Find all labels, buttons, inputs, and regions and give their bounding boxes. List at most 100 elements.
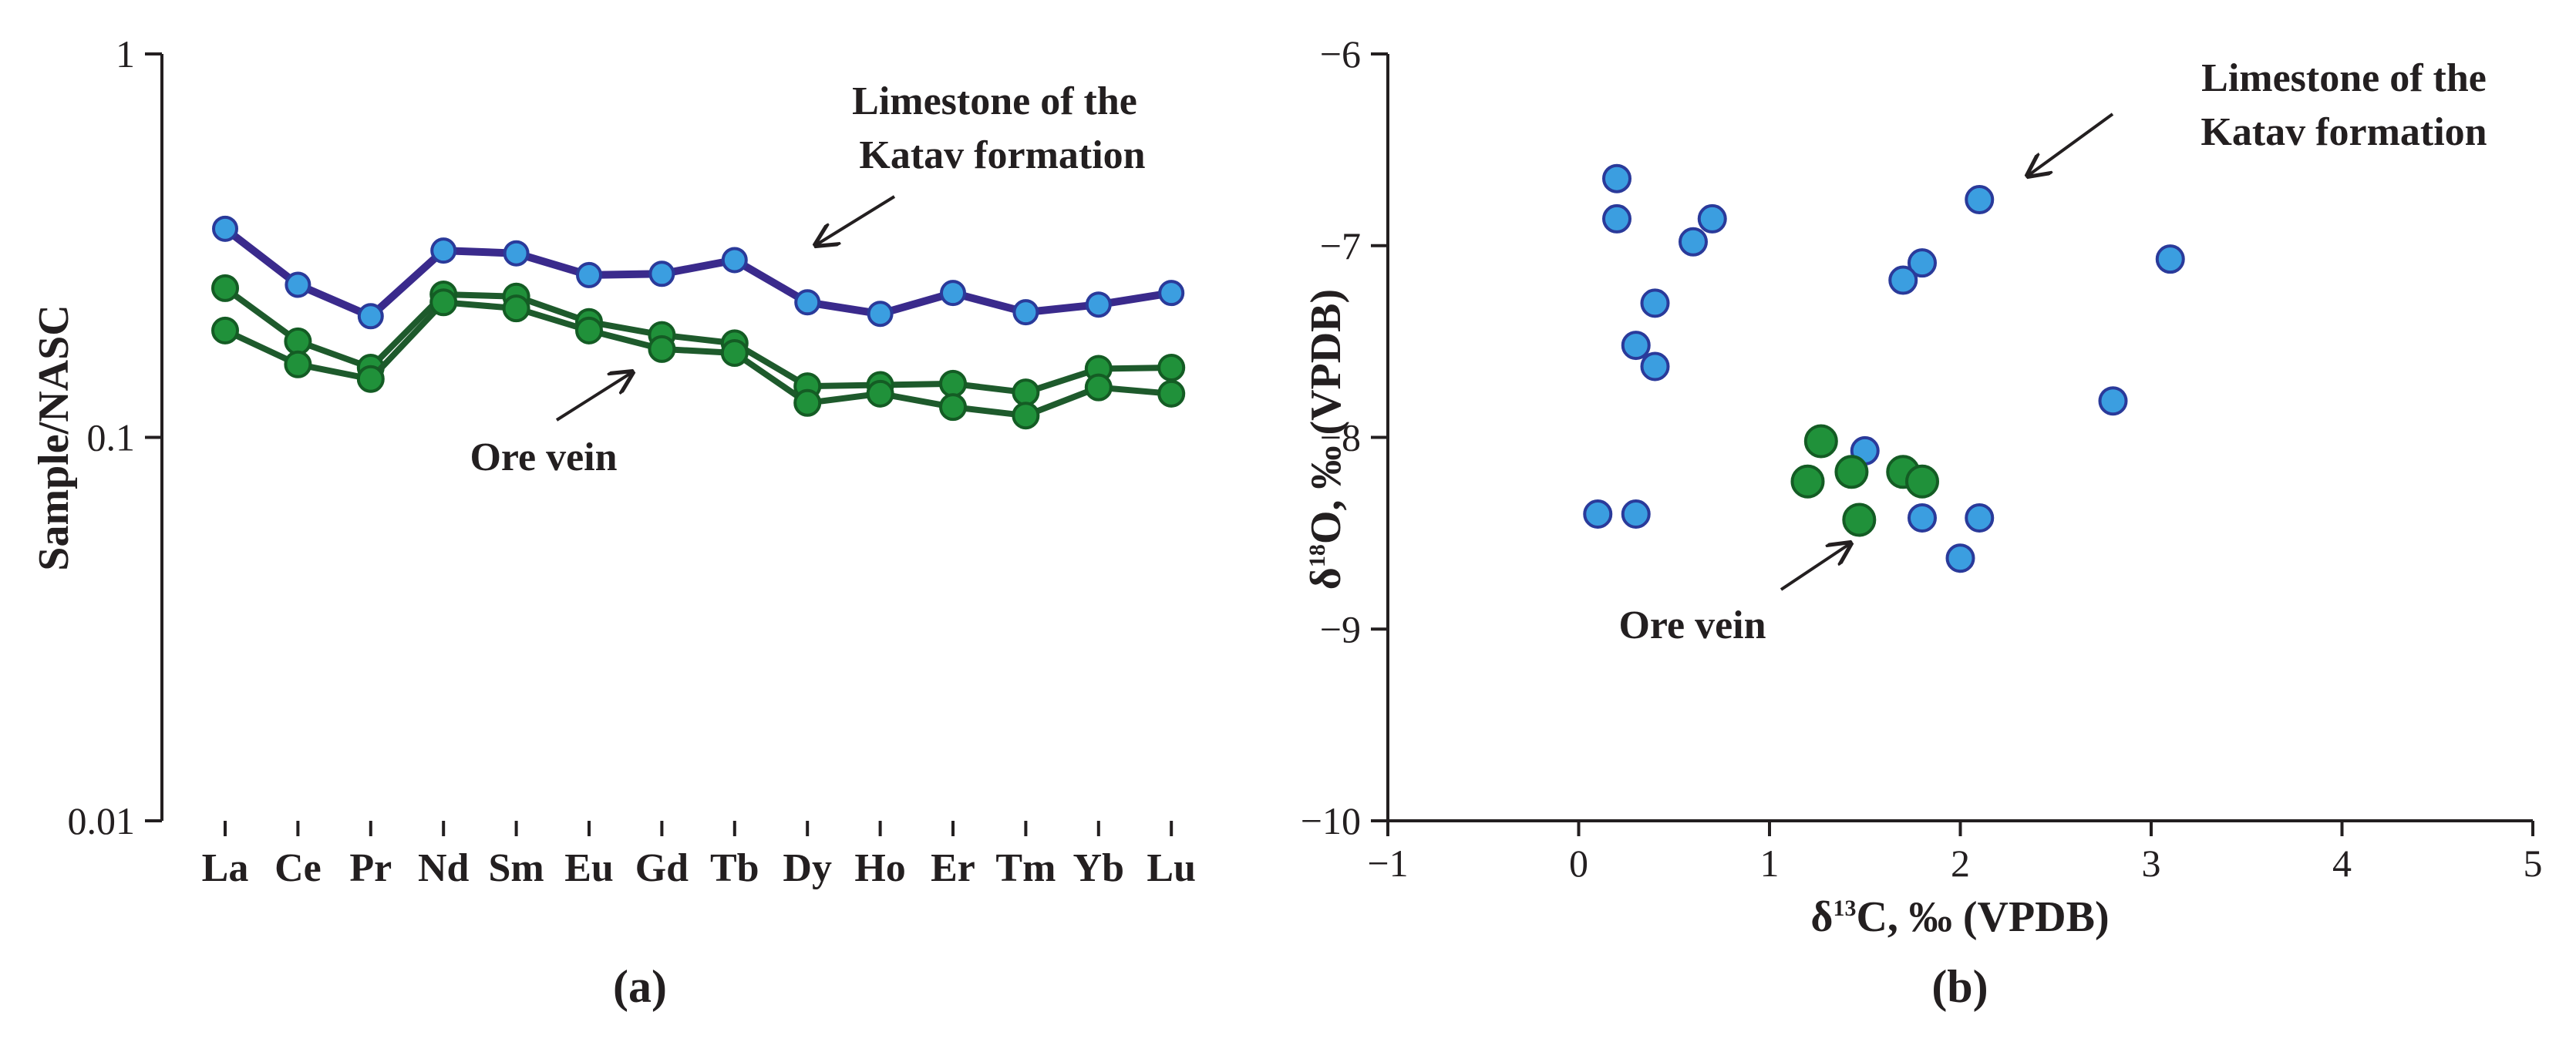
chart-a-xtick-label: Er	[931, 846, 975, 890]
chart-a-point-1-Er	[939, 369, 967, 398]
chart-a-point-2-La	[211, 316, 239, 345]
chart-b-xtick-label: 5	[2524, 842, 2543, 885]
chart-a-point-0-Dy	[794, 289, 821, 316]
chart-a-point-0-Yb	[1085, 291, 1112, 318]
chart-b-xtick-label: 1	[1760, 842, 1780, 885]
chart-a-ytick-label: 0.1	[87, 416, 136, 459]
chart-a-point-2-Gd	[648, 334, 676, 363]
chart-b-annotation-ore-arrow	[1780, 543, 1850, 591]
chart-a-annotation-ore-arrow	[555, 372, 632, 422]
chart-a-point-1-Ce	[284, 327, 312, 355]
chart-a-point-2-Tm	[1012, 402, 1040, 430]
chart-a-point-1-Tm	[1012, 378, 1040, 407]
chart-b-xtick-label: 2	[1951, 842, 1970, 885]
chart-b-point-limestone-16	[1965, 503, 1995, 533]
chart-b-point-ore-2	[1834, 455, 1869, 489]
chart-b-point-limestone-0	[1602, 163, 1631, 193]
chart-b-ylabel-rest: O, ‰ (VPDB)	[1302, 289, 1350, 544]
chart-b-point-ore-0	[1803, 424, 1838, 459]
chart-b-ytick-label: −10	[1301, 799, 1361, 842]
chart-b-point-limestone-11	[1888, 265, 1918, 295]
chart-a-annotation-ore: Ore vein	[470, 435, 617, 479]
chart-a-xtick-label: Nd	[418, 846, 470, 890]
chart-b-point-limestone-15	[1908, 503, 1937, 533]
chart-b-annotation-limestone-arrow	[2028, 113, 2114, 176]
chart-a-ytick-layer: 0.01 0.1 1	[68, 32, 162, 842]
chart-b-ytick-label: −7	[1320, 224, 1361, 267]
chart-b-point-limestone-5	[1621, 331, 1651, 361]
chart-b-point-limestone-2	[1697, 203, 1727, 234]
chart-a-point-0-Nd	[430, 237, 457, 264]
chart-a-point-2-Pr	[356, 365, 385, 393]
chart-a-point-0-Ho	[867, 301, 894, 328]
chart-b-point-limestone-12	[2155, 244, 2185, 274]
chart-a-xtick-label: Pr	[349, 846, 392, 890]
chart-b-xtick-label: 3	[2142, 842, 2161, 885]
chart-a-point-2-Er	[939, 393, 967, 422]
chart-b-point-limestone-8	[1621, 499, 1651, 529]
chart-a-point-0-Sm	[503, 240, 530, 267]
chart-a-point-2-Ho	[866, 379, 894, 408]
chart-a-xtick-label: Gd	[635, 846, 689, 890]
chart-a-panel-label: (a)	[613, 961, 667, 1012]
chart-b-ytick-label: −8	[1320, 416, 1361, 459]
chart-b-xlabel-sup: 13	[1833, 896, 1856, 921]
chart-a-xtick-label: Lu	[1147, 846, 1196, 890]
chart-a-point-1-La	[211, 274, 239, 302]
chart-a-xtick-layer: La Ce Pr Nd Sm Eu Gd Tb Dy Ho Er Tm Yb Lu	[202, 821, 1196, 890]
chart-b-annotation-limestone-1: Limestone of the	[2201, 56, 2487, 100]
chart-a-annotation-limestone-1: Limestone of the	[852, 79, 1137, 123]
chart-a-point-0-Eu	[576, 261, 602, 288]
chart-a-point-2-Eu	[575, 316, 603, 345]
chart-b-point-layer	[1583, 163, 2185, 573]
chart-b-xtick-label: −1	[1367, 842, 1408, 885]
chart-a: 0.01 0.1 1 La Ce Pr Nd Sm Eu Gd Tb Dy Ho Er Tm Yb Lu Sa…	[30, 32, 1196, 1012]
chart-a-ytick-label: 0.01	[68, 799, 136, 842]
chart-b-point-limestone-3	[1679, 227, 1708, 257]
chart-a-xtick-label: Eu	[564, 846, 614, 890]
chart-b-point-limestone-13	[2098, 386, 2128, 416]
chart-a-point-0-Tm	[1012, 299, 1039, 326]
chart-b-ylabel-sup: 18	[1305, 544, 1330, 567]
chart-a-point-2-Yb	[1084, 373, 1113, 402]
chart-b-point-limestone-10	[1908, 248, 1937, 278]
chart-b-ytick-label: −6	[1320, 32, 1361, 76]
chart-a-point-0-Pr	[357, 303, 384, 330]
chart-b-ylabel: δ18O, ‰ (VPDB)	[1302, 289, 1350, 590]
chart-a-point-0-Lu	[1158, 280, 1185, 307]
chart-b-point-ore-1	[1790, 464, 1825, 499]
chart-b-panel-label: (b)	[1931, 961, 1988, 1012]
chart-a-point-2-Ce	[284, 350, 312, 378]
chart-b-ylabel-delta: δ	[1302, 567, 1350, 590]
chart-a-xtick-label: La	[202, 846, 249, 890]
chart-b-ytick-label: −9	[1320, 607, 1361, 650]
chart-a-point-2-Tb	[720, 338, 749, 367]
chart-a-annotation-limestone-arrow	[816, 195, 896, 245]
chart-a-point-0-Gd	[648, 260, 675, 287]
chart-b-xtick-layer: −1 0 1 2 3 4 5	[1367, 821, 2543, 885]
chart-b-point-limestone-17	[1945, 543, 1975, 573]
chart-a-point-2-Dy	[793, 388, 822, 417]
chart-b-point-ore-5	[1842, 503, 1877, 537]
chart-b-xlabel-delta: δ	[1810, 893, 1833, 941]
chart-a-annotation-limestone-2: Katav formation	[859, 133, 1145, 177]
chart-b-xlabel: δ13C, ‰ (VPDB)	[1810, 893, 2109, 941]
chart-a-point-0-Er	[940, 280, 966, 307]
chart-a-point-2-Nd	[429, 288, 458, 317]
chart-a-series-layer	[211, 215, 1186, 430]
chart-a-xtick-label: Ce	[274, 846, 322, 890]
chart-a-point-2-Sm	[502, 294, 530, 323]
chart-a-xtick-label: Dy	[783, 846, 832, 890]
chart-a-xtick-label: Tb	[710, 846, 759, 890]
chart-a-point-0-Ce	[285, 271, 311, 298]
chart-b-point-limestone-1	[1602, 203, 1631, 234]
chart-b-point-limestone-6	[1640, 351, 1670, 382]
chart-a-xtick-label: Yb	[1073, 846, 1124, 890]
chart-b-xlabel-rest: C, ‰ (VPDB)	[1856, 893, 2109, 941]
chart-b-point-limestone-7	[1583, 499, 1613, 529]
chart-a-point-1-Lu	[1157, 354, 1186, 382]
chart-b-point-limestone-9	[1965, 185, 1995, 215]
chart-b-annotation-ore: Ore vein	[1618, 603, 1766, 647]
chart-a-ylabel: Sample/NASC	[30, 304, 78, 570]
